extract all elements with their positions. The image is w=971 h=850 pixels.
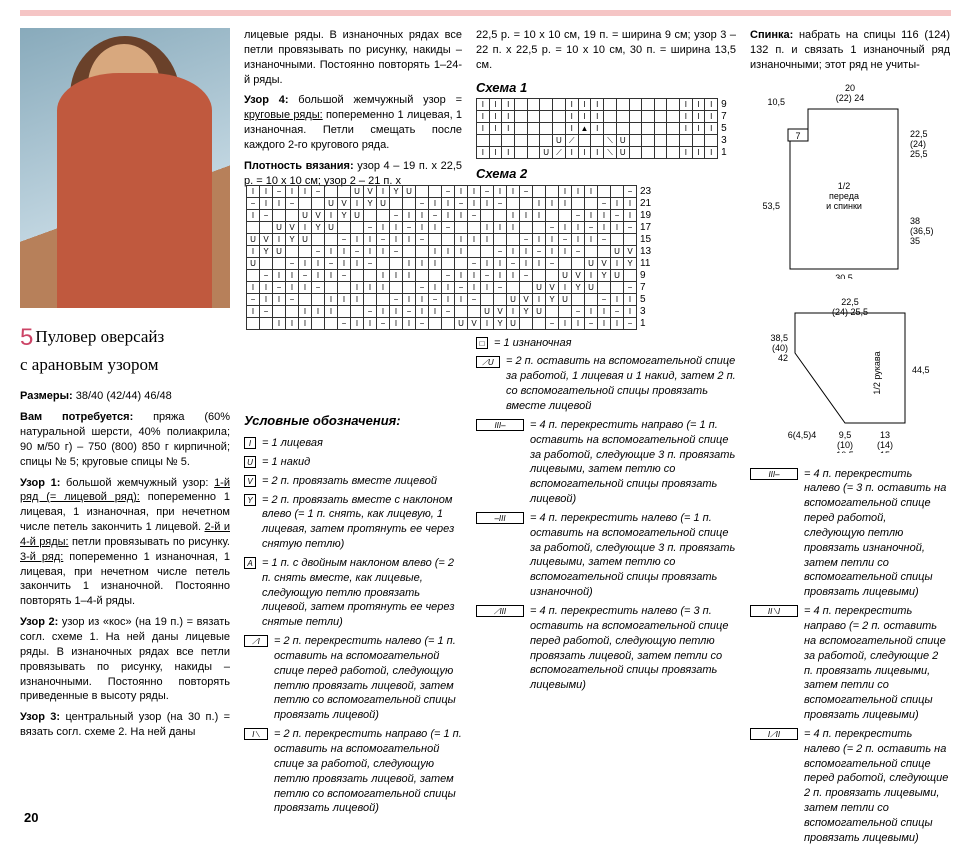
col3-p1: 22,5 р. = 10 х 10 см, 19 п. = ширина 9 с… xyxy=(476,28,736,73)
materials: Вам потребуется: пряжа (60% натуральной … xyxy=(20,410,230,469)
pattern-number: 5 xyxy=(20,322,33,354)
svg-text:30,5(32,5) 34,5: 30,5(32,5) 34,5 xyxy=(822,273,866,279)
page-columns: 5Пуловер оверсайз с арановым узором Разм… xyxy=(0,28,971,850)
svg-text:38,5(40)42: 38,5(40)42 xyxy=(770,333,788,363)
svg-text:10,5: 10,5 xyxy=(767,97,785,107)
column-2: лицевые ряды. В изнаночных рядах все пет… xyxy=(244,28,462,850)
legend-col3: □ = 1 изнаночная⟋U = 2 п. оставить на вс… xyxy=(476,336,736,693)
uzor4: Узор 4: большой жемчужный узор = круговы… xyxy=(244,93,462,152)
chart2-label: Схема 2 xyxy=(476,165,736,183)
page-number: 20 xyxy=(24,809,38,827)
uzor3: Узор 3: центральный узор (на 30 п.) = вя… xyxy=(20,710,230,740)
legend-col2: I = 1 лицеваяU = 1 накидV = 2 п. провяза… xyxy=(244,436,462,816)
column-4: Спинка: набрать на спицы 116 (124) 132 п… xyxy=(750,28,950,850)
uzor2: Узор 2: узор из «кос» (на 19 п.) = вязат… xyxy=(20,615,230,704)
back-text: Спинка: набрать на спицы 116 (124) 132 п… xyxy=(750,28,950,73)
svg-text:1/2 рукава: 1/2 рукава xyxy=(872,351,882,394)
svg-text:13(14)15: 13(14)15 xyxy=(877,430,893,453)
legend-col4: III– = 4 п. перекрестить налево (= 3 п. … xyxy=(750,467,950,846)
svg-text:38(36,5)35: 38(36,5)35 xyxy=(910,216,934,246)
chart1-label: Схема 1 xyxy=(476,79,736,97)
sizes: Размеры: 38/40 (42/44) 46/48 xyxy=(20,389,230,404)
column-3: 22,5 р. = 10 х 10 см, 19 п. = ширина 9 с… xyxy=(476,28,736,850)
svg-text:44,5: 44,5 xyxy=(912,365,930,375)
col2-p1: лицевые ряды. В изнаночных рядах все пет… xyxy=(244,28,462,87)
chart-1: IIIIIIIII9IIIIIIIII7IIII▲IIII5U⟋⟍U3IIIU⟋… xyxy=(476,98,736,159)
legend-title: Условные обозначения: xyxy=(244,412,462,430)
pattern-title: 5Пуловер оверсайз с арановым узором xyxy=(20,322,230,377)
svg-text:7: 7 xyxy=(795,131,800,141)
svg-text:53,5: 53,5 xyxy=(762,201,780,211)
svg-text:22,5(24)25,5: 22,5(24)25,5 xyxy=(910,129,928,159)
svg-text:1/2передаи спинки: 1/2передаи спинки xyxy=(826,181,862,211)
svg-text:22,5(24) 25,5: 22,5(24) 25,5 xyxy=(832,297,868,317)
schematic-body: 20(22) 24 10,5 7 22,5(24)25,5 1/2передаи… xyxy=(750,79,950,279)
chart-2: II−II−UVIYU−II−II−III−23−II−UVIYU−II−II−… xyxy=(246,185,736,330)
uzor1: Узор 1: большой жемчужный узор: 1-й ряд … xyxy=(20,476,230,610)
garment-photo xyxy=(20,28,230,308)
svg-text:6(4,5)4: 6(4,5)4 xyxy=(788,430,817,440)
svg-text:20(22) 24: 20(22) 24 xyxy=(836,83,865,103)
column-1: 5Пуловер оверсайз с арановым узором Разм… xyxy=(20,28,230,850)
header-rule xyxy=(20,10,951,16)
schematic-sleeve: 22,5(24) 25,5 38,5(40)42 44,5 1/2 рукава… xyxy=(750,293,950,453)
svg-text:9,5(10)10,5: 9,5(10)10,5 xyxy=(836,430,854,453)
